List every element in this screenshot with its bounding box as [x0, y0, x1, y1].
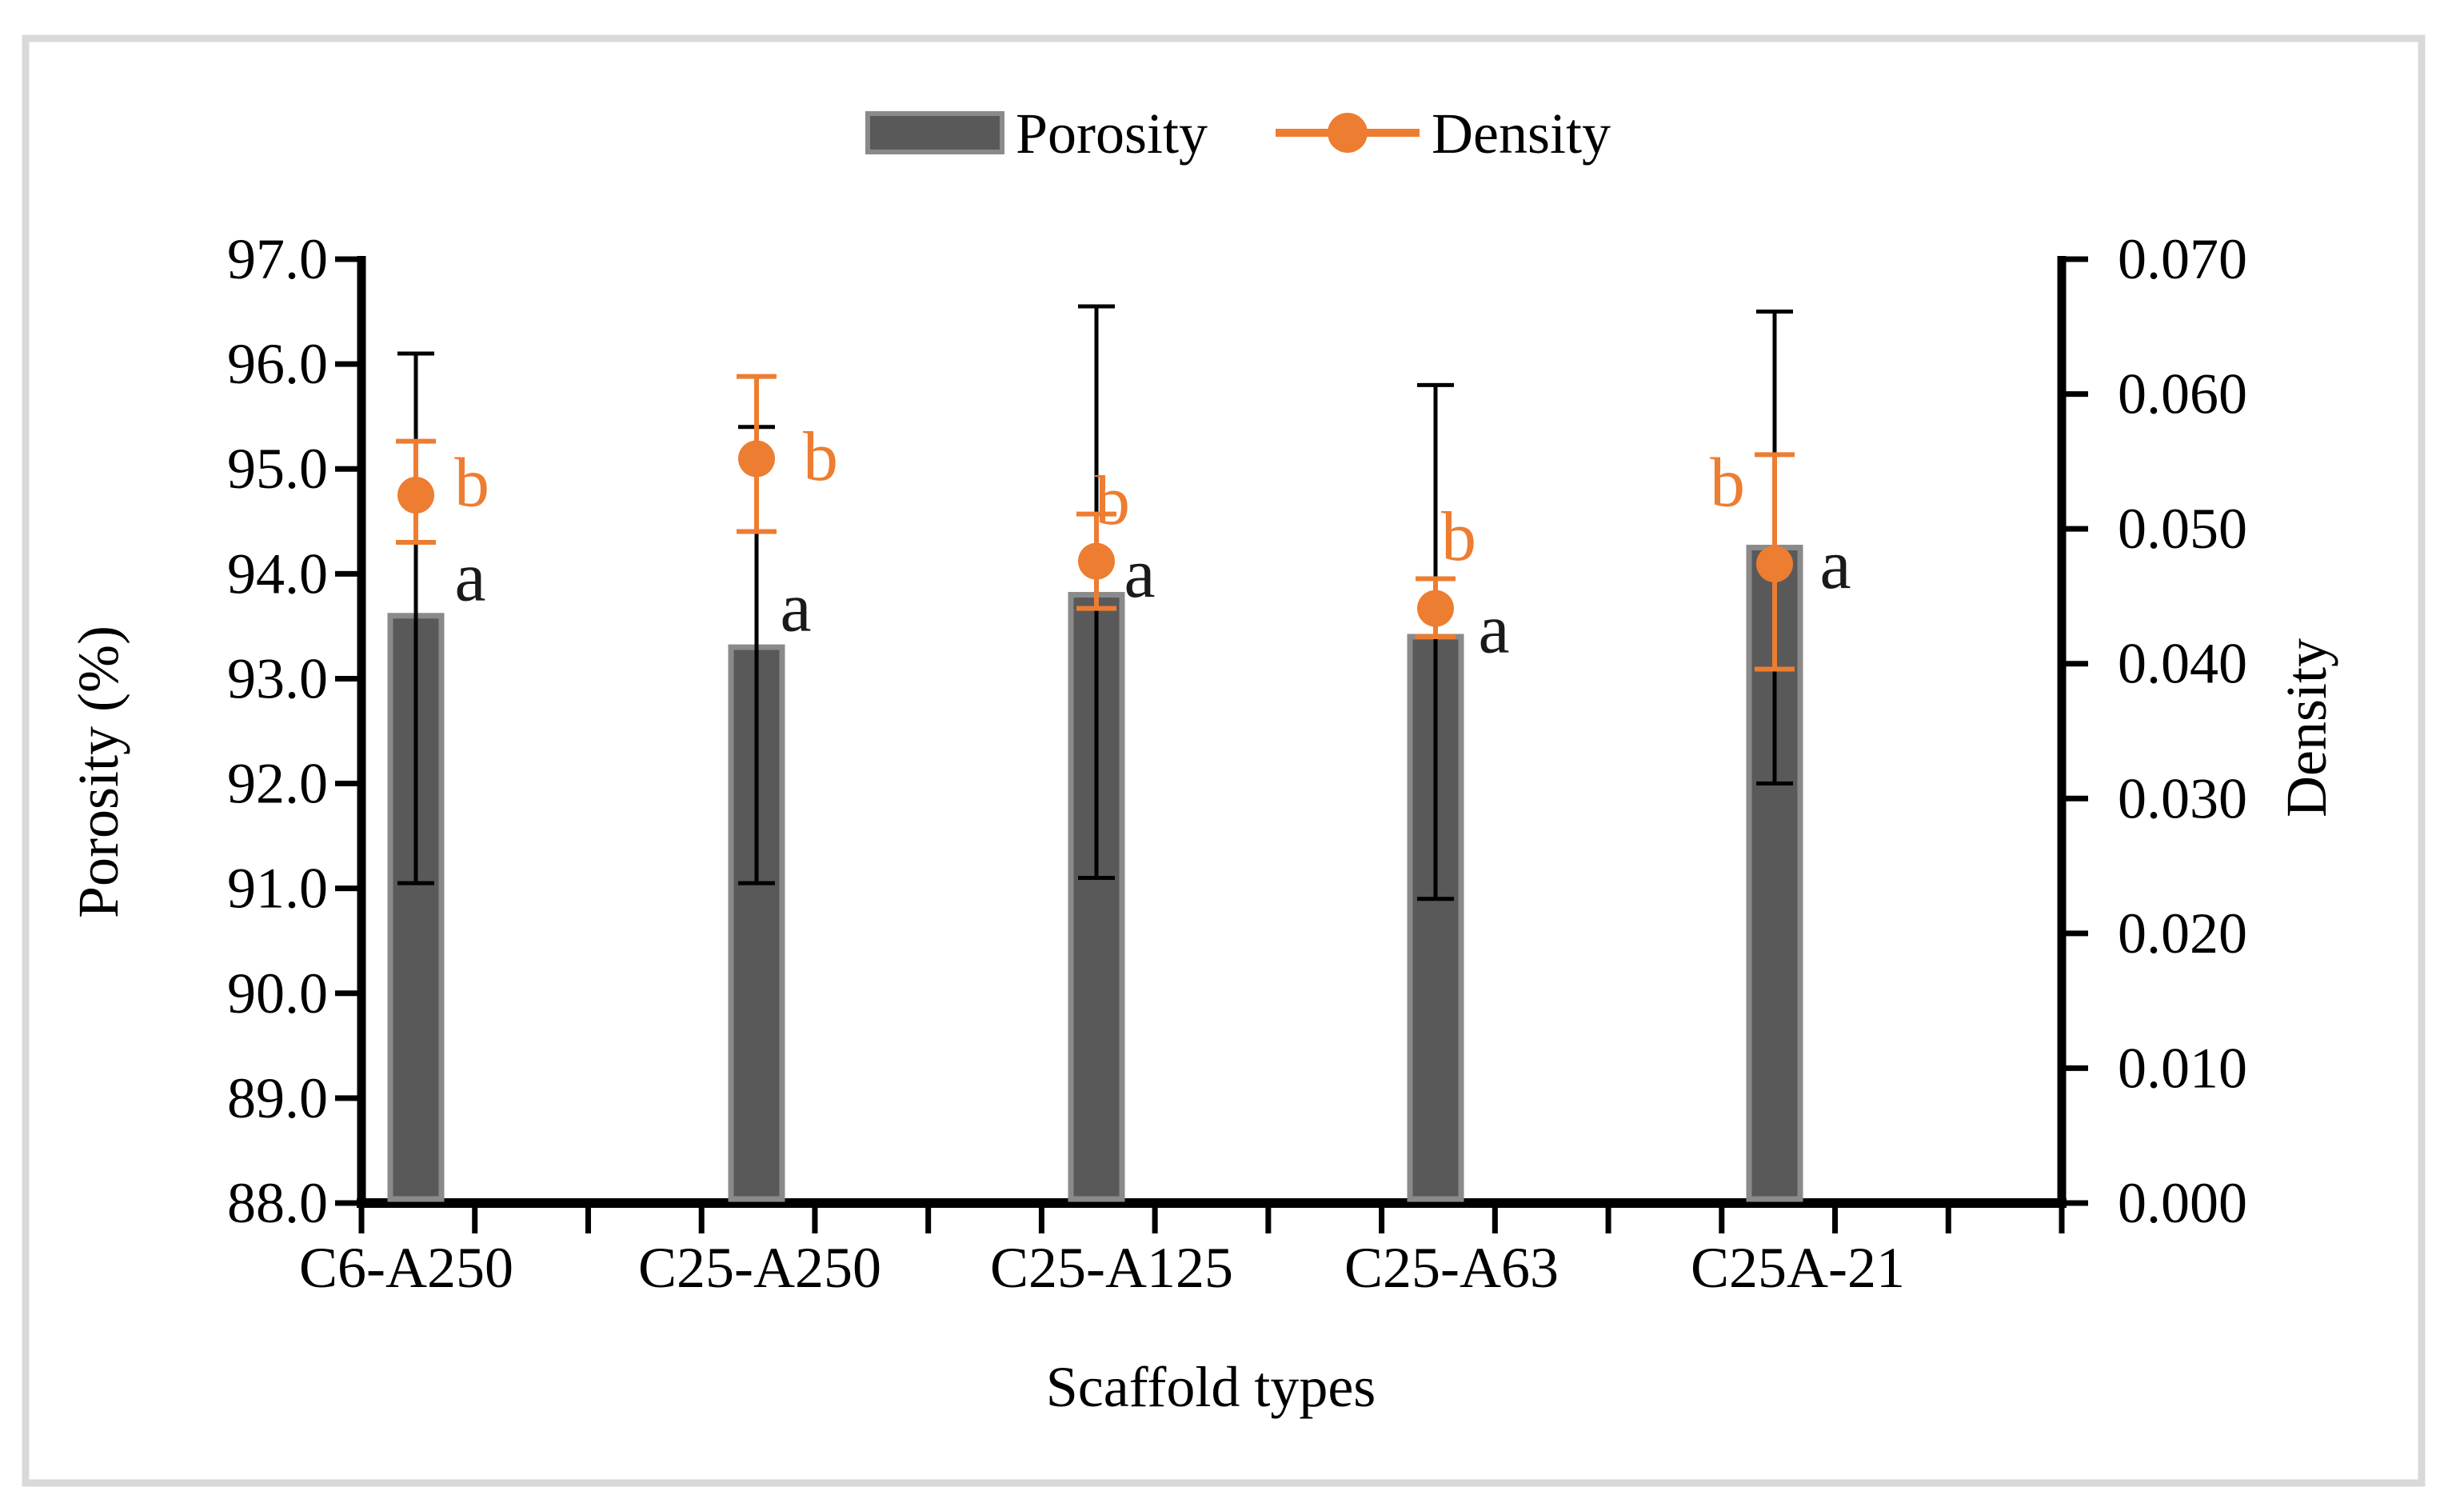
left-axis-tick-label: 95.0 — [227, 437, 328, 501]
density-marker — [1417, 590, 1454, 627]
sig-label-a: a — [1124, 535, 1155, 613]
density-marker — [397, 477, 434, 514]
left-axis-tick-label: 93.0 — [227, 646, 328, 710]
sig-label-b: b — [1441, 498, 1476, 576]
right-axis-tick-label: 0.010 — [2118, 1036, 2247, 1100]
sig-label-b: b — [803, 418, 838, 496]
right-axis-tick-label: 0.030 — [2118, 766, 2247, 830]
sig-label-b: b — [1710, 444, 1745, 522]
sig-label-a: a — [1819, 526, 1851, 604]
left-axis-tick-label: 91.0 — [227, 857, 328, 921]
right-axis-tick-label: 0.020 — [2118, 901, 2247, 965]
legend-label-density: Density — [1432, 102, 1611, 166]
right-axis-title: Density — [2274, 638, 2338, 817]
density-marker — [1078, 542, 1115, 580]
sig-label-b: b — [1095, 462, 1130, 540]
category-label: C6-A250 — [299, 1236, 513, 1300]
category-label: C25-A125 — [990, 1236, 1233, 1300]
density-marker — [1756, 545, 1793, 582]
left-axis-tick-label: 90.0 — [227, 961, 328, 1025]
right-axis-tick-label: 0.070 — [2118, 227, 2247, 291]
category-label: C25A-21 — [1691, 1236, 1905, 1300]
legend-label-porosity: Porosity — [1016, 102, 1208, 166]
legend-circle-density-icon — [1328, 113, 1368, 153]
density-marker — [738, 440, 775, 478]
sig-label-a: a — [454, 538, 485, 616]
left-axis-tick-label: 96.0 — [227, 332, 328, 396]
sig-label-a: a — [780, 570, 811, 647]
left-axis-tick-label: 88.0 — [227, 1171, 328, 1235]
sig-label-a: a — [1478, 591, 1509, 669]
right-axis-tick-label: 0.040 — [2118, 632, 2247, 696]
right-axis-tick-label: 0.060 — [2118, 362, 2247, 426]
left-axis-tick-label: 94.0 — [227, 542, 328, 606]
x-axis-title: Scaffold types — [1046, 1355, 1376, 1419]
left-axis-tick-label: 97.0 — [227, 227, 328, 291]
left-axis-title: Porosity (%) — [66, 626, 130, 918]
left-axis-tick-label: 89.0 — [227, 1066, 328, 1130]
legend-swatch-porosity-icon — [865, 111, 1004, 154]
left-axis-tick-label: 92.0 — [227, 752, 328, 816]
figure-border — [22, 34, 2426, 1487]
right-axis-tick-label: 0.000 — [2118, 1171, 2247, 1235]
sig-label-b: b — [454, 445, 489, 522]
right-axis-tick-label: 0.050 — [2118, 497, 2247, 561]
category-label: C25-A63 — [1344, 1236, 1559, 1300]
category-label: C25-A250 — [638, 1236, 881, 1300]
